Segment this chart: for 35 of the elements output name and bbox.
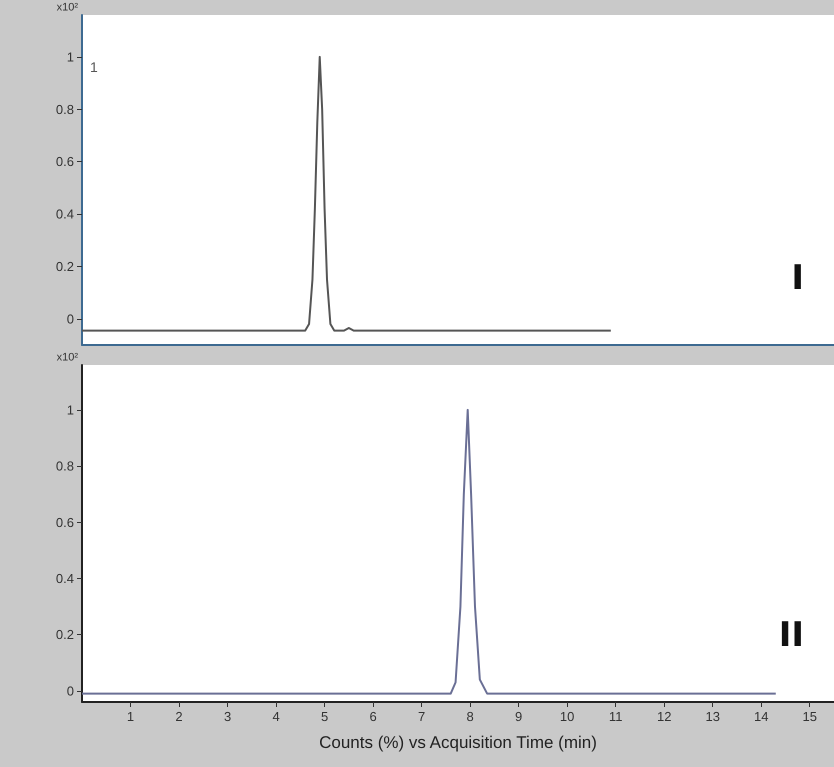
- y-tick-label: 0.8: [56, 102, 74, 117]
- y-tick-label: 0.8: [56, 458, 74, 474]
- annotation: I: [791, 258, 804, 298]
- x-tick-label: 4: [272, 709, 280, 724]
- x-tick-label: 11: [608, 709, 622, 724]
- y-tick-label: 0: [66, 311, 74, 326]
- x-tick-label: 6: [369, 709, 377, 724]
- x-tick-label: 5: [320, 709, 328, 724]
- annotation: II: [778, 615, 804, 655]
- y-tick-label: 0.2: [56, 258, 74, 274]
- y-tick-label: 0: [66, 683, 74, 698]
- y-tick-label: 1: [66, 402, 74, 418]
- y-tick-label: 0.4: [56, 206, 74, 222]
- y-tick-label: 0.6: [56, 514, 74, 530]
- y-axis-title: x10²: [56, 352, 78, 364]
- x-tick-label: 10: [560, 709, 574, 724]
- x-tick-label: 2: [175, 709, 183, 724]
- x-tick-label: 13: [705, 709, 720, 724]
- x-tick-label: 3: [224, 709, 232, 724]
- line-series: [81, 408, 777, 695]
- x-tick-label: 9: [515, 709, 522, 724]
- y-tick-label: 0.4: [56, 570, 74, 586]
- x-tick-label: 15: [802, 709, 817, 724]
- line-series: [81, 56, 612, 332]
- y-tick-label: 1: [66, 49, 74, 64]
- x-tick-label: 12: [656, 709, 672, 724]
- x-tick-label: 8: [466, 709, 474, 724]
- y-tick-label: 0.2: [56, 627, 74, 642]
- x-tick-label: 1: [126, 709, 134, 724]
- annotation: 1: [90, 59, 98, 75]
- x-tick-label: 14: [754, 709, 768, 724]
- x-axis-title: Counts (%) vs Acquisition Time (min): [319, 733, 597, 752]
- y-tick-label: 0.6: [56, 154, 74, 170]
- x-tick-label: 7: [418, 709, 426, 724]
- y-axis-title: x10²: [56, 2, 78, 14]
